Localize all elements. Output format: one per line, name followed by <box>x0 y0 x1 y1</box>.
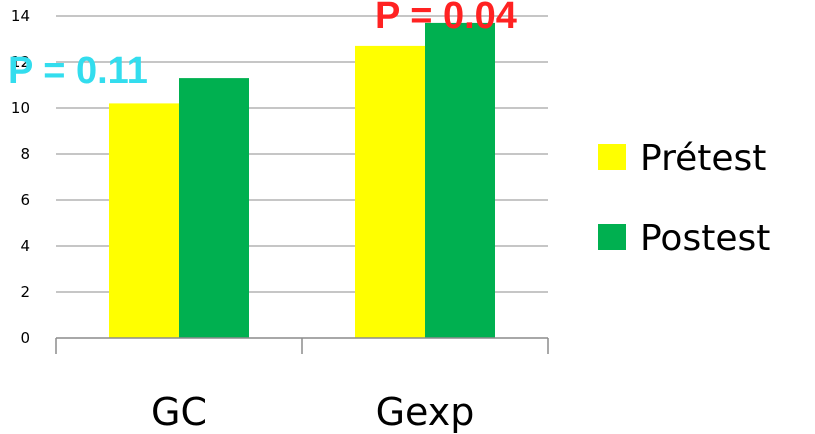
y-tick-labels: 0 2 4 6 8 10 12 14 <box>11 7 30 347</box>
y-tick-label-14: 14 <box>11 7 30 25</box>
category-labels: GC Gexp <box>151 390 474 434</box>
annotation-gc: P = 0.11 <box>8 50 148 92</box>
annotation-gexp: P = 0.04 <box>375 0 517 37</box>
axes <box>55 337 549 354</box>
y-tick-label-6: 6 <box>20 191 30 209</box>
legend-label-prtest: Prétest <box>640 138 766 179</box>
bar-gexp-prtest <box>355 45 425 339</box>
bar-gexp-postest <box>425 22 495 339</box>
legend-swatch-postest <box>598 224 626 250</box>
y-tick-label-12: 12 <box>11 53 30 71</box>
legend-swatch-prtest <box>598 144 626 170</box>
bar-gc-postest <box>179 78 249 338</box>
category-label-gc: GC <box>151 390 207 434</box>
bar-gc-prtest <box>109 103 179 339</box>
bars <box>109 22 495 339</box>
legend-label-postest: Postest <box>640 218 770 259</box>
y-tick-label-8: 8 <box>20 145 30 163</box>
category-label-gexp: Gexp <box>376 390 475 434</box>
annotations: P = 0.11 P = 0.04 <box>8 0 517 92</box>
y-tick-label-10: 10 <box>11 99 30 117</box>
y-tick-label-2: 2 <box>20 283 30 301</box>
y-tick-label-4: 4 <box>20 237 30 255</box>
y-tick-label-0: 0 <box>20 329 30 347</box>
legend: Prétest Postest <box>598 138 770 259</box>
